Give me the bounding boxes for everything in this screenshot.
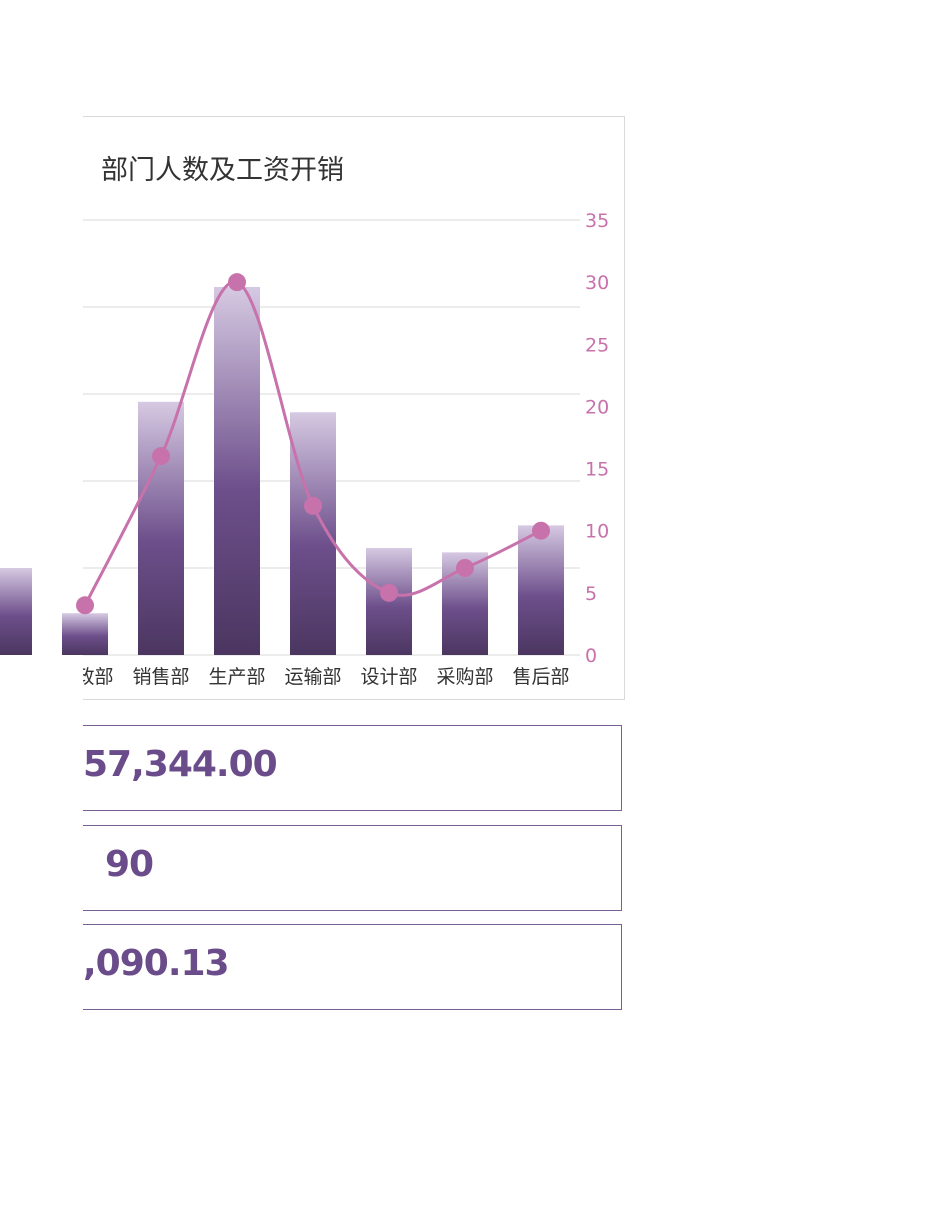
right-axis-tick: 5 <box>585 583 597 605</box>
line-point <box>152 447 170 466</box>
chart-frame <box>83 116 625 700</box>
line-point <box>76 596 94 615</box>
x-tick-label: 采购部 <box>436 666 493 688</box>
bar <box>62 613 108 655</box>
right-axis-tick: 10 <box>585 521 609 543</box>
right-axis-tick: 0 <box>585 645 597 667</box>
right-axis-tick: 30 <box>585 272 609 294</box>
bar <box>138 401 184 655</box>
x-tick-label: 生产部 <box>208 666 265 688</box>
kpi-total-salary: 57,344.00 <box>83 725 622 811</box>
kpi-value: 90 <box>105 844 154 885</box>
line-point <box>532 521 550 540</box>
x-tick-label: 行政部 <box>56 666 113 688</box>
right-axis-tick: 15 <box>585 459 609 481</box>
kpi-value: 57,344.00 <box>83 744 278 785</box>
bar <box>214 286 260 655</box>
line-point <box>228 273 246 292</box>
chart-title: 部门人数及工资开销 <box>101 155 344 186</box>
kpi-value: ,090.13 <box>83 943 230 984</box>
chart: 0 5 10 15 20 25 30 35 行政部 销售部 生产部 运输部 设计部 采购部 售后部 <box>0 210 609 688</box>
kpi-headcount: 90 <box>83 825 622 911</box>
x-tick-label: 售后部 <box>512 666 569 688</box>
bar <box>518 525 564 655</box>
line-point <box>380 583 398 602</box>
bar <box>0 568 32 655</box>
x-tick-label: 运输部 <box>284 666 341 688</box>
line-point <box>456 559 474 577</box>
kpi-average-salary: ,090.13 <box>83 924 622 1010</box>
right-axis-tick: 20 <box>585 396 609 418</box>
x-tick-label: 设计部 <box>360 666 417 688</box>
right-axis-tick: 35 <box>585 210 609 232</box>
right-axis-tick: 25 <box>585 334 609 356</box>
line-point <box>304 496 322 515</box>
x-tick-label: 销售部 <box>132 666 189 688</box>
